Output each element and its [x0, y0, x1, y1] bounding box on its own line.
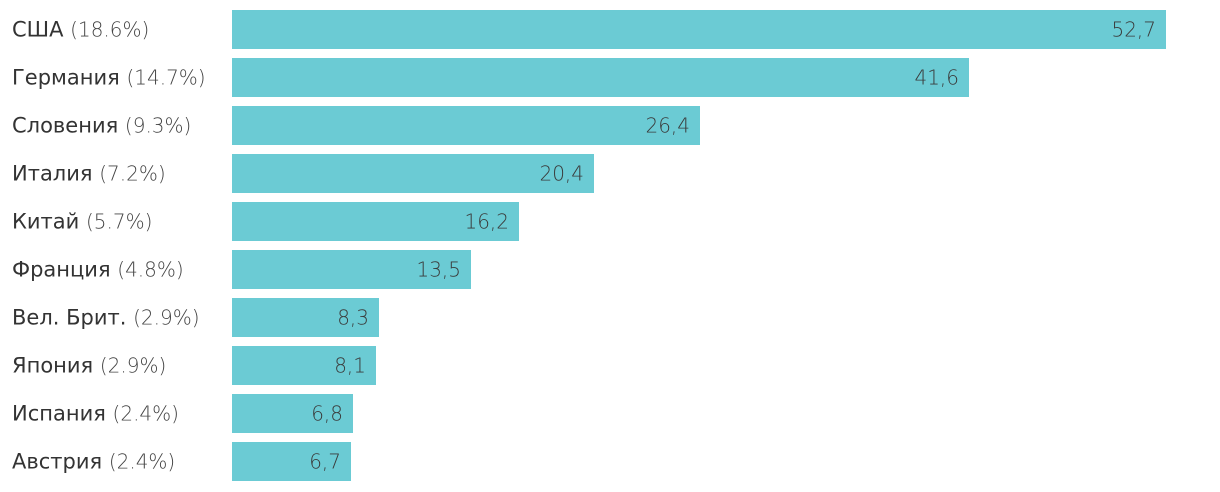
value-label: 8,1: [334, 354, 366, 378]
bar-row: Австрия (2.4%) 6,7: [12, 442, 351, 481]
category-name: Франция: [12, 258, 117, 282]
value-label: 16,2: [464, 210, 509, 234]
category-name: Италия: [12, 162, 99, 186]
bar: [232, 106, 700, 145]
category-share: (2.4%): [109, 450, 175, 474]
bar: [232, 154, 594, 193]
category-share: (18.6%): [70, 18, 149, 42]
value-label: 20,4: [539, 162, 584, 186]
category-name: США: [12, 18, 70, 42]
category-label: Япония (2.9%): [12, 354, 166, 378]
category-label: Германия (14.7%): [12, 66, 206, 90]
category-label: США (18.6%): [12, 18, 149, 42]
category-name: Вел. Брит.: [12, 306, 133, 330]
category-share: (4.8%): [117, 258, 183, 282]
category-share: (2.4%): [113, 402, 179, 426]
category-share: (5.7%): [86, 210, 152, 234]
bar: [232, 442, 351, 481]
value-label: 41,6: [914, 66, 959, 90]
category-name: Словения: [12, 114, 125, 138]
category-name: Австрия: [12, 450, 109, 474]
category-label: Китай (5.7%): [12, 210, 152, 234]
value-label: 6,8: [311, 402, 343, 426]
category-label: Италия (7.2%): [12, 162, 166, 186]
category-name: Китай: [12, 210, 86, 234]
category-share: (9.3%): [125, 114, 191, 138]
category-label: Словения (9.3%): [12, 114, 191, 138]
category-share: (2.9%): [100, 354, 166, 378]
category-share: (7.2%): [99, 162, 165, 186]
bar-row: Вел. Брит. (2.9%) 8,3: [12, 298, 379, 337]
bar: [232, 298, 379, 337]
category-label: Австрия (2.4%): [12, 450, 175, 474]
bar: [232, 250, 471, 289]
bar: [232, 10, 1166, 49]
bar: [232, 202, 519, 241]
value-label: 13,5: [416, 258, 461, 282]
value-label: 8,3: [337, 306, 369, 330]
category-name: Япония: [12, 354, 100, 378]
bar-row: Италия (7.2%) 20,4: [12, 154, 594, 193]
category-label: Вел. Брит. (2.9%): [12, 306, 200, 330]
bar: [232, 58, 969, 97]
value-label: 26,4: [645, 114, 690, 138]
bar-row: Китай (5.7%) 16,2: [12, 202, 519, 241]
bar-row: Германия (14.7%) 41,6: [12, 58, 969, 97]
bar-row: Испания (2.4%) 6,8: [12, 394, 353, 433]
bar-row: Словения (9.3%) 26,4: [12, 106, 700, 145]
category-share: (14.7%): [126, 66, 205, 90]
bar-row: США (18.6%) 52,7: [12, 10, 1166, 49]
value-label: 6,7: [309, 450, 341, 474]
value-label: 52,7: [1111, 18, 1156, 42]
bar-row: Франция (4.8%) 13,5: [12, 250, 471, 289]
category-name: Испания: [12, 402, 113, 426]
category-name: Германия: [12, 66, 126, 90]
category-label: Франция (4.8%): [12, 258, 184, 282]
category-label: Испания (2.4%): [12, 402, 179, 426]
bar: [232, 394, 353, 433]
category-share: (2.9%): [133, 306, 199, 330]
bar: [232, 346, 376, 385]
bar-row: Япония (2.9%) 8,1: [12, 346, 376, 385]
